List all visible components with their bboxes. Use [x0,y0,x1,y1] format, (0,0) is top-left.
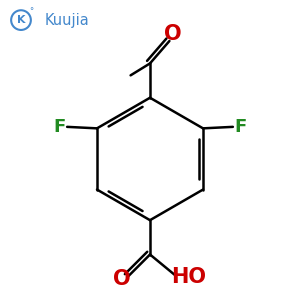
Text: K: K [17,15,25,25]
Text: F: F [234,118,247,136]
Text: O: O [113,269,131,289]
Text: °: ° [30,7,34,16]
Text: F: F [53,118,66,136]
Text: HO: HO [171,267,206,287]
Text: Kuujia: Kuujia [45,13,90,28]
Text: O: O [164,23,181,44]
